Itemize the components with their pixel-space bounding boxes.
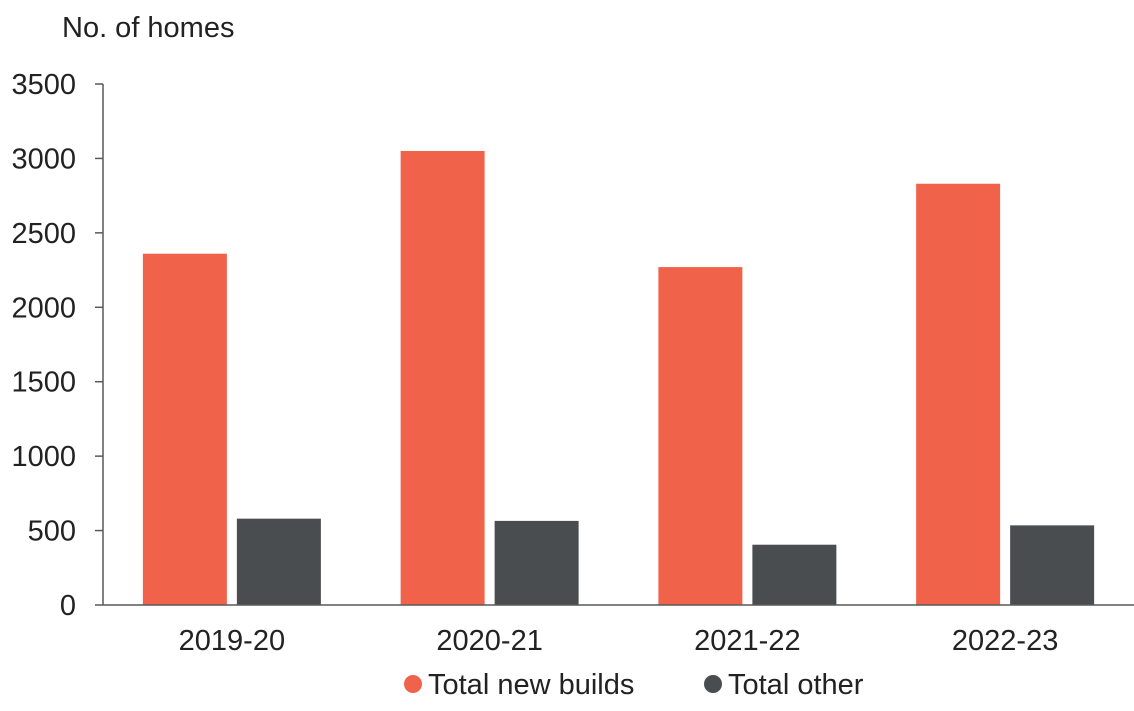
bar-other-2019-20 (236, 518, 321, 605)
bar-other-2020-21 (494, 520, 579, 605)
legend-marker-other (704, 675, 722, 693)
legend-marker-new-builds (404, 675, 422, 693)
y-tick-label: 3000 (11, 143, 76, 175)
y-tick-label: 1500 (11, 367, 76, 399)
x-axis-ticks: 2019-20 2020-21 2021-22 2022-23 (179, 625, 1059, 657)
y-tick-label: 0 (60, 590, 76, 622)
x-tick-label: 2022-23 (952, 625, 1058, 657)
bar-new-builds-2021-22 (658, 267, 743, 605)
y-axis-label: No. of homes (62, 12, 234, 44)
x-tick-label: 2019-20 (179, 625, 285, 657)
x-tick-label: 2020-21 (436, 625, 542, 657)
y-tick-label: 1000 (11, 441, 76, 473)
y-tick-label: 2000 (11, 292, 76, 324)
y-axis-ticks: 0 500 1000 1500 2000 2500 3000 3500 (11, 69, 103, 622)
legend-label-new-builds: Total new builds (428, 669, 634, 701)
legend: Total new builds Total other (404, 669, 864, 701)
legend-label-other: Total other (728, 669, 864, 701)
bar-new-builds-2020-21 (400, 150, 485, 605)
bar-new-builds-2019-20 (142, 253, 227, 605)
bar-new-builds-2022-23 (916, 183, 1001, 605)
y-tick-label: 2500 (11, 218, 76, 250)
y-tick-label: 3500 (11, 69, 76, 101)
x-tick-label: 2021-22 (694, 625, 800, 657)
bar-other-2021-22 (752, 544, 837, 605)
y-tick-label: 500 (28, 516, 76, 548)
bar-other-2022-23 (1010, 525, 1095, 605)
bars (142, 150, 1095, 605)
